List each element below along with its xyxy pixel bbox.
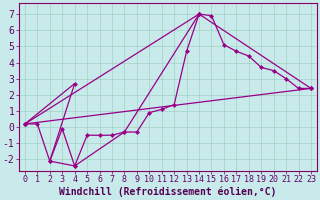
X-axis label: Windchill (Refroidissement éolien,°C): Windchill (Refroidissement éolien,°C) (59, 187, 277, 197)
